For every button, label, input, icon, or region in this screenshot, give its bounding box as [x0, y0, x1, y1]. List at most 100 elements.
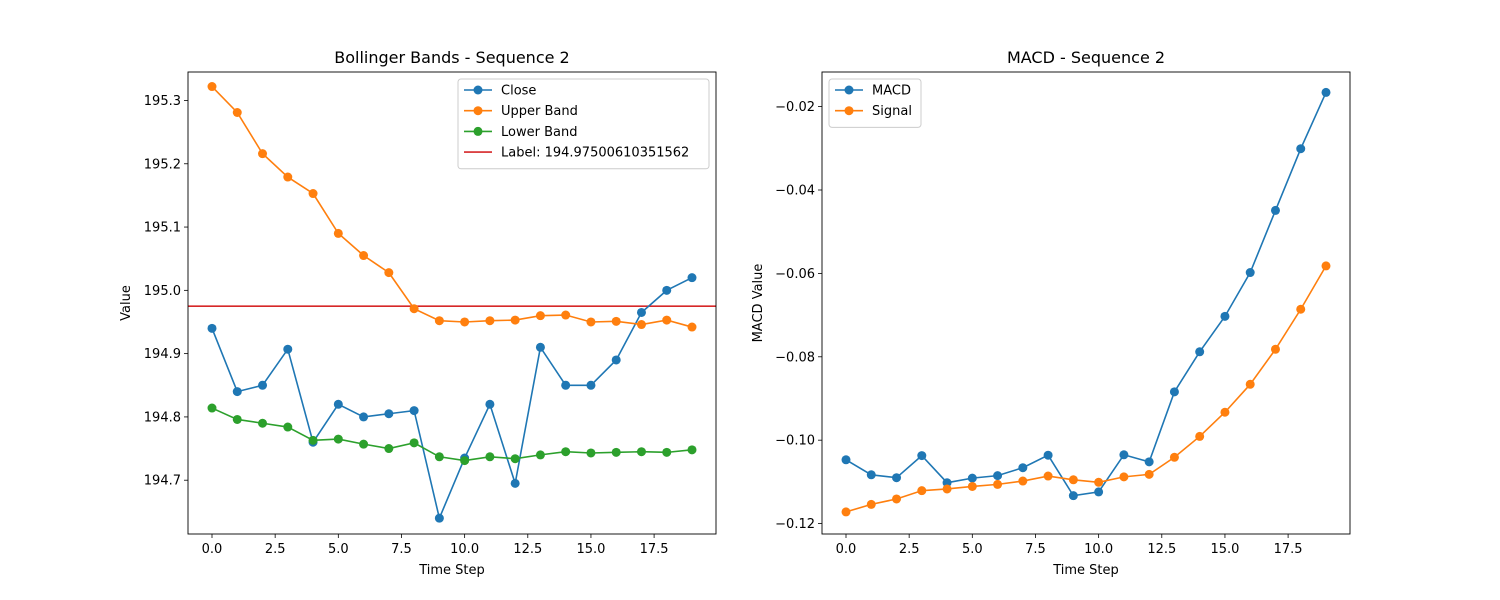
- data-point-signal: [1043, 471, 1053, 481]
- data-point-close: [535, 342, 545, 352]
- data-point-upper-band: [258, 149, 268, 159]
- data-point-close: [434, 513, 444, 523]
- x-tick-label: 17.5: [640, 542, 669, 557]
- y-tick-label: −0.08: [775, 350, 815, 365]
- data-point-upper-band: [535, 311, 545, 321]
- x-tick-label: 0.0: [202, 542, 223, 557]
- data-point-close: [662, 285, 672, 295]
- data-point-signal: [1094, 477, 1104, 487]
- data-point-close: [232, 387, 242, 397]
- data-point-upper-band: [636, 320, 646, 330]
- x-tick-label: 0.0: [836, 542, 857, 557]
- chart-title: MACD - Sequence 2: [1007, 48, 1165, 67]
- data-point-macd: [1018, 463, 1028, 473]
- y-tick-label: 194.9: [144, 347, 181, 362]
- legend-label: Signal: [872, 104, 912, 119]
- series-line-close: [211, 276, 693, 521]
- data-point-upper-band: [333, 228, 343, 238]
- x-tick-label: 17.5: [1274, 542, 1303, 557]
- data-point-close: [359, 412, 369, 422]
- legend-label: MACD: [872, 84, 911, 99]
- data-point-upper-band: [510, 315, 520, 325]
- data-point-macd: [1195, 347, 1205, 357]
- data-point-signal: [942, 484, 952, 494]
- legend-swatch-marker: [844, 85, 854, 95]
- data-point-signal: [1195, 431, 1205, 441]
- data-point-signal: [892, 494, 902, 504]
- data-point-lower-band: [485, 452, 495, 462]
- series-upper-band: [207, 82, 697, 332]
- data-point-lower-band: [434, 452, 444, 462]
- data-point-close: [611, 355, 621, 365]
- data-point-upper-band: [611, 316, 621, 326]
- data-point-upper-band: [586, 317, 596, 327]
- x-tick-label: 2.5: [899, 542, 920, 557]
- x-tick-label: 10.0: [450, 542, 479, 557]
- y-tick-label: −0.04: [775, 184, 815, 199]
- plot-frame: [821, 71, 1351, 535]
- data-point-close: [384, 409, 394, 419]
- data-point-signal: [993, 479, 1003, 489]
- data-point-lower-band: [611, 447, 621, 457]
- data-point-close: [510, 478, 520, 488]
- data-point-lower-band: [283, 422, 293, 432]
- data-point-macd: [942, 478, 952, 488]
- data-point-macd: [1169, 387, 1179, 397]
- data-point-signal: [1144, 469, 1154, 479]
- data-point-close: [687, 273, 697, 283]
- data-point-macd: [1144, 457, 1154, 467]
- x-tick-label: 5.0: [962, 542, 983, 557]
- x-axis-label: Time Step: [418, 563, 485, 578]
- y-tick-label: 195.2: [144, 157, 181, 172]
- data-point-lower-band: [687, 445, 697, 455]
- data-point-signal: [967, 481, 977, 491]
- data-point-lower-band: [662, 447, 672, 457]
- x-tick-label: 12.5: [513, 542, 542, 557]
- data-point-close: [207, 323, 217, 333]
- data-point-upper-band: [283, 172, 293, 182]
- chart-title: Bollinger Bands - Sequence 2: [334, 48, 569, 67]
- data-point-macd: [841, 455, 851, 465]
- data-point-signal: [1321, 261, 1331, 271]
- data-point-close: [561, 380, 571, 390]
- legend-swatch-marker: [473, 126, 483, 136]
- x-tick-label: 2.5: [265, 542, 286, 557]
- data-point-close: [409, 406, 419, 416]
- legend: MACD Signal: [828, 78, 922, 128]
- data-point-lower-band: [359, 439, 369, 449]
- legend-swatch-marker: [473, 85, 483, 95]
- y-tick-label: −0.10: [775, 434, 815, 449]
- data-point-lower-band: [535, 450, 545, 460]
- x-tick-label: 7.5: [391, 542, 412, 557]
- bollinger-chart: Bollinger Bands - Sequence 2 Time Step Val…: [119, 48, 717, 578]
- data-point-close: [636, 307, 646, 317]
- data-point-upper-band: [662, 315, 672, 325]
- data-point-close: [333, 399, 343, 409]
- y-tick-label: −0.02: [775, 100, 815, 115]
- data-point-upper-band: [485, 316, 495, 326]
- plot-frame: [187, 71, 717, 535]
- data-point-lower-band: [258, 418, 268, 428]
- legend-label: Label: 194.97500610351562: [501, 146, 689, 161]
- macd-chart: MACD - Sequence 2 Time Step MACD Value 0.0 2…: [751, 48, 1351, 578]
- data-point-close: [485, 399, 495, 409]
- data-point-macd: [967, 473, 977, 483]
- data-point-macd: [1220, 311, 1230, 321]
- x-tick-label: 5.0: [328, 542, 349, 557]
- data-point-upper-band: [561, 310, 571, 320]
- x-axis-label: Time Step: [1052, 563, 1119, 578]
- data-point-upper-band: [687, 322, 697, 332]
- data-point-signal: [917, 486, 927, 496]
- data-point-macd: [1270, 205, 1280, 215]
- data-point-upper-band: [460, 317, 470, 327]
- legend: Close Upper Band Lower Band Label: 194.9750…: [457, 78, 710, 170]
- data-point-macd: [866, 470, 876, 480]
- data-point-macd: [1068, 491, 1078, 501]
- y-tick-label: 195.0: [144, 284, 181, 299]
- data-point-lower-band: [636, 447, 646, 457]
- series-macd: [841, 87, 1331, 501]
- legend-swatch-marker: [844, 106, 854, 116]
- y-tick-label: 195.1: [144, 221, 181, 236]
- data-point-lower-band: [561, 447, 571, 457]
- data-point-signal: [841, 507, 851, 517]
